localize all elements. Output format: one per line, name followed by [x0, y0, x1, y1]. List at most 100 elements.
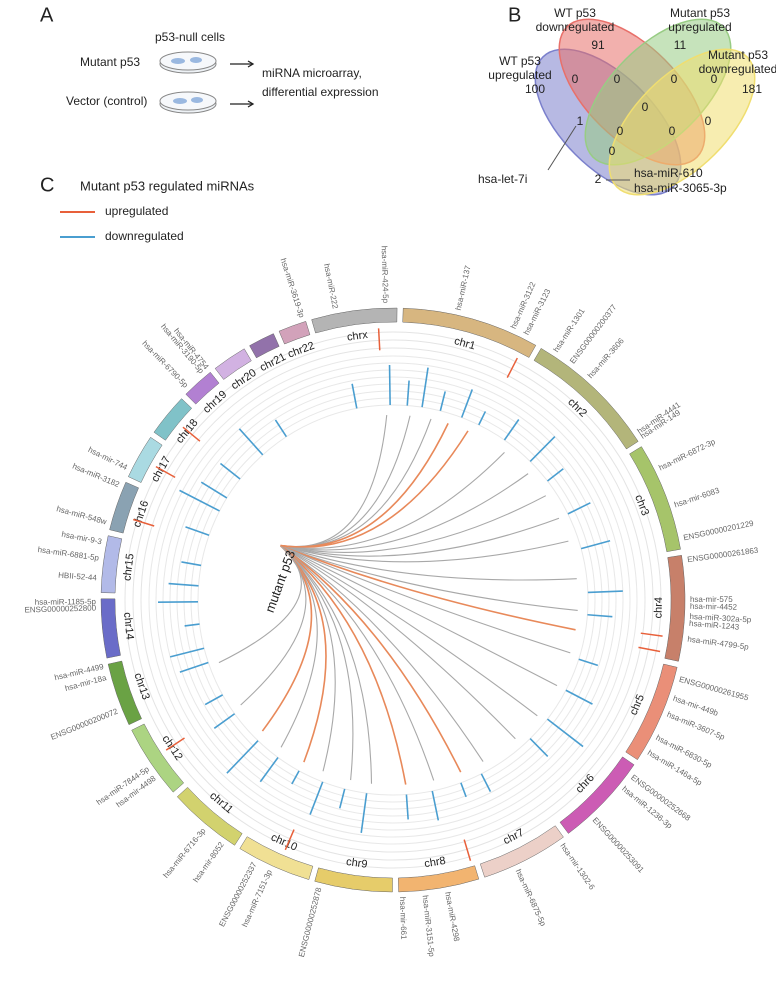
link [280, 545, 558, 687]
set-label: Mutant p53 [708, 48, 768, 62]
gene-label: ENSG00000252800 [24, 603, 96, 614]
up-mark [640, 632, 663, 637]
bar [567, 502, 591, 515]
gene-label: hsa-miR-302a-5p [689, 612, 752, 625]
set-label: upregulated [488, 68, 551, 82]
up-mark [377, 328, 381, 351]
bar [179, 489, 220, 512]
bar [204, 694, 224, 706]
chromosome-label: chr4 [652, 597, 665, 619]
track-ring [162, 369, 624, 831]
chromosome [176, 786, 243, 846]
gene-label: ENSG00000200072 [49, 706, 119, 741]
link [280, 540, 569, 563]
link [280, 418, 432, 548]
chromosome-label: chr7 [501, 827, 526, 847]
chromosome [278, 321, 311, 345]
link [218, 545, 302, 664]
bar [200, 481, 228, 499]
bar [388, 365, 391, 406]
row-label: Mutant p53 [80, 55, 140, 69]
track-ring [176, 383, 610, 817]
venn-count: 0 [671, 72, 678, 86]
venn-count: 0 [669, 124, 676, 138]
bar [587, 590, 623, 594]
chromosome [311, 307, 398, 334]
venn-count: 0 [572, 72, 579, 86]
bar [181, 561, 202, 567]
gene-label: hsa-miR-222 [322, 263, 340, 310]
chromosome-label: chr2 [565, 396, 589, 419]
chromosome [559, 756, 635, 834]
chromosome [185, 371, 220, 405]
up-mark [638, 646, 661, 653]
gene-label: hsa-miR-424-5p [380, 246, 391, 304]
bar [587, 613, 613, 618]
chromosome-label: chr22 [286, 340, 316, 361]
bar [169, 647, 205, 658]
bar [213, 713, 236, 729]
gene-label: HBII-52-44 [58, 571, 98, 583]
gene-label: hsa-miR-1185-5p [35, 597, 97, 606]
bar [274, 419, 288, 438]
bar [184, 623, 200, 627]
chromosome [239, 836, 314, 880]
up-mark [132, 518, 155, 527]
set-label: WT p53 [499, 54, 541, 68]
gene-label: hsa-mir-4452 [690, 602, 738, 612]
chromosome-label: chr14 [121, 612, 136, 641]
venn-set [608, 48, 756, 196]
track-ring [140, 347, 646, 853]
venn-count: 0 [711, 72, 718, 86]
bar [460, 389, 474, 418]
link [280, 545, 516, 740]
bar [431, 790, 440, 821]
gene-label: ENSG00000252878 [297, 886, 324, 958]
gene-label: hsa-miR-548w [55, 504, 107, 526]
chromosome [314, 867, 393, 893]
link [280, 545, 571, 654]
output-label: miRNA microarray, [262, 66, 362, 80]
row-label: Vector (control) [66, 94, 147, 108]
up-mark [165, 737, 185, 751]
venn-count: 0 [617, 124, 624, 138]
chromosome [107, 660, 142, 726]
gene-label: hsa-mir-6083 [673, 486, 721, 510]
venn-count: 0 [609, 144, 616, 158]
chromosome [131, 723, 185, 793]
link [280, 545, 538, 717]
link [280, 423, 449, 548]
track-ring [197, 404, 589, 796]
chromosome [153, 398, 193, 441]
link [280, 451, 505, 549]
chromosome [214, 348, 252, 380]
link [280, 545, 354, 781]
chromosome [629, 446, 681, 552]
gene-label: ENSG00000253091 [591, 816, 646, 875]
bar [351, 383, 358, 409]
gene-label: hsa-miR-4799-5p [687, 635, 750, 652]
venn-count: 100 [525, 82, 545, 96]
bar [291, 770, 300, 785]
chromosome-label: chr1 [453, 335, 477, 352]
set-label: Mutant p53 [670, 6, 730, 20]
track-ring [190, 397, 596, 803]
up-mark [506, 357, 518, 378]
bar [478, 411, 487, 426]
venn-count: 11 [674, 38, 687, 52]
gene-label: hsa-miR-6872-3p [657, 437, 717, 473]
bar [565, 689, 593, 705]
link [280, 495, 547, 553]
gene-label: hsa-miR-3151-5p [421, 895, 437, 958]
dish [159, 51, 217, 74]
link [279, 544, 407, 785]
chromosome [127, 436, 163, 483]
link [280, 415, 388, 548]
gene-label: hsa-miR-137 [454, 264, 473, 311]
cells-label: p53-null cells [155, 30, 225, 44]
track-ring [155, 362, 631, 838]
link [280, 545, 577, 581]
bar [406, 380, 410, 406]
up-mark [155, 465, 176, 479]
bar [219, 462, 241, 480]
